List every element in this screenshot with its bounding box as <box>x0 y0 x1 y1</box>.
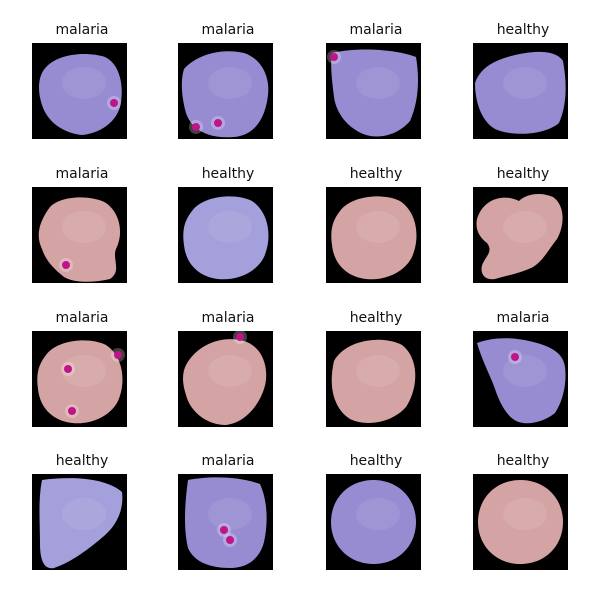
blood-cell-image <box>178 331 273 427</box>
blood-cell-image <box>473 43 568 139</box>
parasite-spot <box>511 353 519 361</box>
cell-body <box>478 480 563 564</box>
cell-body <box>183 339 267 425</box>
blood-cell-image <box>178 187 273 283</box>
parasite-spot <box>220 526 228 534</box>
cell-body <box>331 339 416 423</box>
blood-cell-image <box>32 187 127 283</box>
cell-body <box>475 51 566 134</box>
cell-label: malaria <box>55 166 109 182</box>
blood-cell-image <box>473 474 568 570</box>
cell-body <box>39 478 123 569</box>
blood-cell-image <box>326 43 421 139</box>
blood-cell-image <box>32 331 127 427</box>
blood-cell-image <box>473 331 568 427</box>
cell-body <box>476 194 563 280</box>
cell-label: healthy <box>496 453 550 469</box>
cell-label: malaria <box>55 22 109 38</box>
cell-body <box>331 49 418 137</box>
blood-cell-image <box>326 187 421 283</box>
cell-label: healthy <box>496 22 550 38</box>
cell-label: healthy <box>201 166 255 182</box>
cell-label: healthy <box>55 453 109 469</box>
parasite-spot <box>330 53 338 61</box>
cell-label: healthy <box>349 166 403 182</box>
cell-body <box>331 480 416 564</box>
parasite-spot <box>64 365 72 373</box>
cell-body <box>39 54 122 135</box>
cell-label: malaria <box>201 310 255 326</box>
blood-cell-image <box>178 43 273 139</box>
cell-body <box>477 338 566 424</box>
parasite-spot <box>68 407 76 415</box>
parasite-spot <box>192 123 200 131</box>
cell-body <box>38 197 121 282</box>
cell-body <box>185 477 267 568</box>
cell-label: malaria <box>349 22 403 38</box>
parasite-spot <box>214 119 222 127</box>
cell-label: malaria <box>201 22 255 38</box>
cell-label: healthy <box>496 166 550 182</box>
cell-label: healthy <box>349 453 403 469</box>
blood-cell-image <box>326 331 421 427</box>
blood-cell-image <box>473 187 568 283</box>
cell-label: healthy <box>349 310 403 326</box>
blood-cell-image <box>178 474 273 570</box>
parasite-spot <box>114 351 122 359</box>
parasite-spot <box>236 333 244 341</box>
blood-cell-image <box>326 474 421 570</box>
cell-label: malaria <box>201 453 255 469</box>
cell-label: malaria <box>496 310 550 326</box>
blood-cell-image <box>32 43 127 139</box>
parasite-spot <box>110 99 118 107</box>
cell-body <box>37 340 123 424</box>
cell-body <box>183 196 269 280</box>
parasite-spot <box>62 261 70 269</box>
parasite-spot <box>226 536 234 544</box>
cell-body <box>181 51 269 138</box>
cell-label: malaria <box>55 310 109 326</box>
cell-body <box>331 196 417 280</box>
blood-cell-image <box>32 474 127 570</box>
